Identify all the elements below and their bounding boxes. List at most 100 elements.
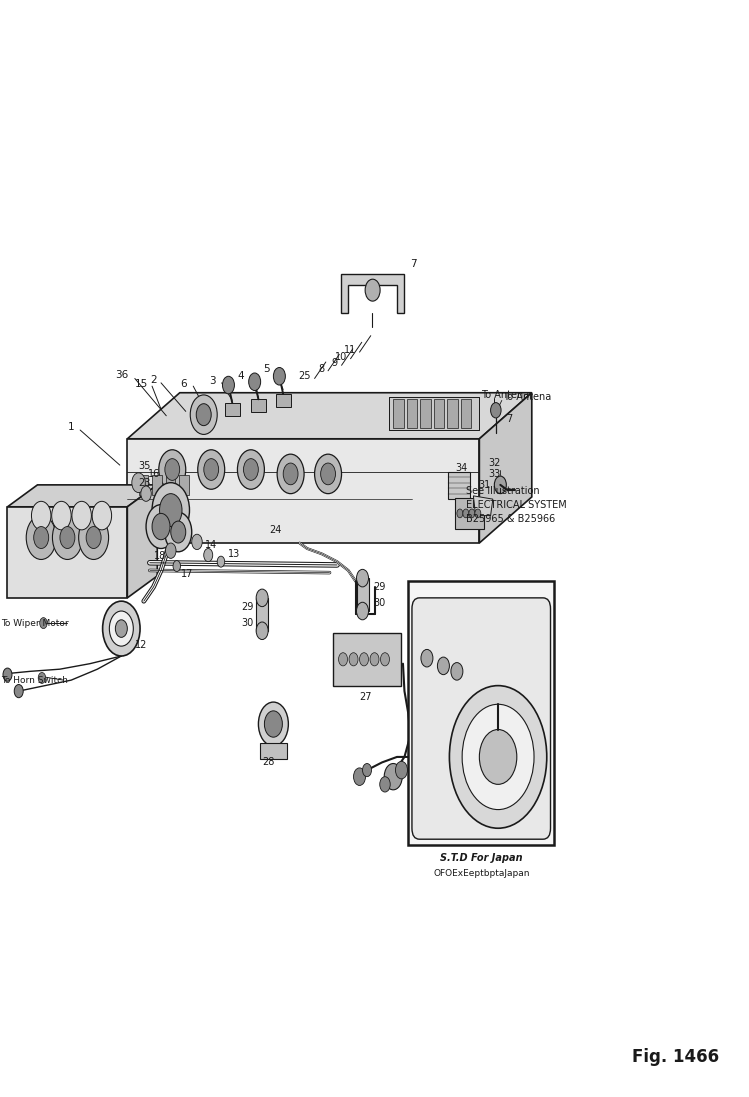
Bar: [407, 399, 417, 428]
Circle shape: [491, 403, 501, 418]
Circle shape: [277, 454, 304, 494]
Circle shape: [237, 450, 264, 489]
Text: 21: 21: [437, 641, 449, 652]
Circle shape: [357, 602, 369, 620]
Circle shape: [166, 543, 176, 558]
Circle shape: [52, 516, 82, 559]
Circle shape: [339, 653, 348, 666]
Circle shape: [449, 686, 547, 828]
Polygon shape: [479, 393, 532, 543]
Circle shape: [469, 509, 475, 518]
Text: 36: 36: [115, 370, 129, 381]
Bar: [408, 581, 554, 845]
Bar: [179, 475, 189, 495]
Circle shape: [204, 459, 219, 480]
Text: 10: 10: [335, 351, 347, 362]
Polygon shape: [127, 485, 157, 598]
Circle shape: [283, 463, 298, 485]
Text: 30: 30: [241, 618, 253, 629]
Bar: [166, 475, 175, 495]
Circle shape: [357, 569, 369, 587]
Circle shape: [165, 512, 192, 552]
Text: 16: 16: [148, 468, 160, 479]
Bar: [389, 397, 479, 430]
Bar: [448, 472, 470, 499]
Circle shape: [315, 454, 342, 494]
Text: 4: 4: [237, 371, 244, 382]
Circle shape: [141, 486, 151, 501]
Circle shape: [40, 618, 47, 629]
Circle shape: [256, 622, 268, 640]
Circle shape: [249, 373, 261, 391]
Circle shape: [52, 501, 71, 530]
Circle shape: [380, 653, 389, 666]
Text: 1: 1: [68, 421, 75, 432]
Bar: [152, 475, 162, 495]
Bar: [260, 743, 287, 759]
Text: 7: 7: [410, 259, 417, 270]
Text: 26: 26: [410, 686, 423, 697]
Circle shape: [370, 653, 379, 666]
Text: To Antena: To Antena: [481, 389, 529, 400]
Polygon shape: [341, 274, 404, 313]
Circle shape: [264, 711, 282, 737]
Circle shape: [462, 704, 534, 810]
Text: 14: 14: [205, 540, 217, 551]
Circle shape: [26, 516, 56, 559]
Bar: [420, 399, 431, 428]
Circle shape: [190, 395, 217, 434]
Circle shape: [103, 601, 140, 656]
Circle shape: [38, 672, 46, 683]
Circle shape: [171, 521, 186, 543]
Circle shape: [132, 473, 145, 493]
Text: 33: 33: [488, 468, 500, 479]
Text: 31: 31: [479, 479, 491, 490]
Bar: [251, 399, 266, 412]
Circle shape: [79, 516, 109, 559]
Text: 27: 27: [360, 691, 372, 702]
Circle shape: [273, 367, 285, 385]
Circle shape: [457, 509, 463, 518]
Bar: [357, 578, 369, 611]
Circle shape: [198, 450, 225, 489]
Circle shape: [363, 764, 372, 777]
Circle shape: [92, 501, 112, 530]
Text: 29: 29: [240, 601, 253, 612]
Text: 2: 2: [151, 374, 157, 385]
Circle shape: [152, 483, 189, 538]
Text: 5: 5: [263, 363, 270, 374]
Text: To Antena: To Antena: [503, 392, 551, 403]
Text: 13: 13: [228, 548, 240, 559]
Circle shape: [366, 279, 380, 302]
Circle shape: [380, 777, 390, 792]
Text: 3: 3: [209, 375, 216, 386]
Text: 30: 30: [373, 598, 385, 609]
Circle shape: [384, 764, 402, 790]
Circle shape: [3, 668, 12, 681]
Circle shape: [463, 509, 469, 518]
Text: 23: 23: [139, 477, 151, 488]
Text: 25: 25: [298, 371, 311, 382]
Text: 8: 8: [318, 363, 324, 374]
Text: 34: 34: [455, 463, 467, 474]
Bar: [447, 399, 458, 428]
Circle shape: [165, 459, 180, 480]
Text: To Wiper Motor: To Wiper Motor: [1, 619, 69, 627]
Text: 32: 32: [488, 457, 500, 468]
Circle shape: [256, 589, 268, 607]
Circle shape: [192, 534, 202, 550]
Polygon shape: [127, 439, 479, 543]
Bar: [225, 403, 240, 416]
Bar: [434, 399, 444, 428]
Circle shape: [451, 663, 463, 680]
Circle shape: [109, 611, 133, 646]
Circle shape: [146, 505, 176, 548]
Text: 24: 24: [270, 524, 282, 535]
Polygon shape: [7, 485, 157, 507]
Circle shape: [475, 509, 481, 518]
Polygon shape: [7, 507, 127, 598]
Circle shape: [14, 685, 23, 698]
Circle shape: [196, 404, 211, 426]
Text: S.T.D For Japan: S.T.D For Japan: [440, 853, 523, 863]
Circle shape: [395, 761, 407, 779]
